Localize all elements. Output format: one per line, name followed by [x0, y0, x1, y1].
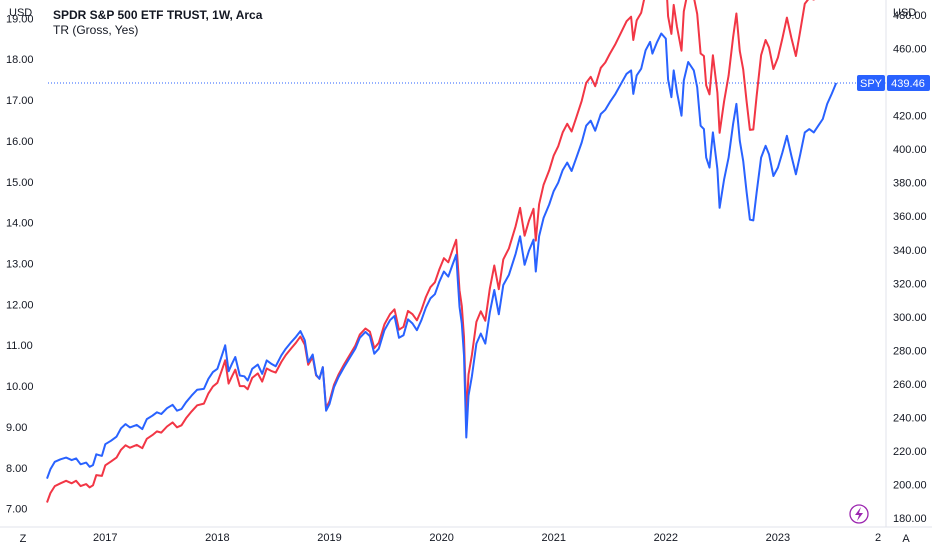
left-tick-label: 12.00 — [6, 299, 34, 311]
right-tick-label: 380.00 — [893, 178, 927, 190]
zoom-button[interactable]: Z — [14, 529, 32, 547]
right-tick-label: 200.00 — [893, 479, 927, 491]
left-axis-unit: USD — [9, 7, 32, 19]
last-price-label: 439.46 — [891, 78, 925, 90]
auto-scale-button[interactable]: A — [896, 529, 916, 547]
right-tick-label: 460.00 — [893, 44, 927, 56]
lightning-icon[interactable] — [849, 504, 869, 524]
time-tick-label-cut: 2 — [875, 532, 881, 544]
right-axis: 180.00 200.00 220.00 240.00 260.00 280.00 300.… — [893, 10, 927, 525]
spy-total-return-line[interactable] — [46, 0, 836, 503]
left-tick-label: 9.00 — [6, 422, 27, 434]
left-tick-label: 11.00 — [6, 340, 33, 352]
left-tick-label: 8.00 — [6, 463, 27, 475]
last-price-tag — [887, 75, 930, 92]
plot-area[interactable] — [46, 0, 886, 503]
right-tick-label: 220.00 — [893, 446, 927, 458]
right-tick-label: 280.00 — [893, 345, 927, 357]
chart-subtitle: TR (Gross, Yes) — [53, 23, 138, 37]
zoom-button-label: Z — [20, 533, 27, 545]
spy-price-line[interactable] — [46, 32, 838, 479]
symbol-tag-label: SPY — [860, 78, 883, 90]
left-tick-label: 15.00 — [6, 177, 34, 189]
symbol-tag — [857, 75, 885, 92]
time-tick-label: 2017 — [93, 532, 117, 544]
left-tick-label: 7.00 — [6, 504, 27, 516]
right-tick-label: 300.00 — [893, 312, 927, 324]
left-tick-label: 16.00 — [6, 136, 34, 148]
time-tick-label: 2021 — [541, 532, 565, 544]
chart-title: SPDR S&P 500 ETF TRUST, 1W, Arca — [53, 8, 263, 22]
auto-scale-button-label: A — [902, 533, 910, 545]
right-tick-label: 420.00 — [893, 111, 927, 123]
price-tag: SPY 439.46 — [857, 75, 930, 92]
time-tick-label: 2022 — [654, 532, 678, 544]
left-tick-label: 14.00 — [6, 218, 34, 230]
left-tick-label: 17.00 — [6, 95, 34, 107]
left-tick-label: 19.00 — [6, 13, 34, 25]
left-tick-label: 10.00 — [6, 381, 34, 393]
time-tick-label: 2019 — [317, 532, 341, 544]
right-tick-label: 340.00 — [893, 245, 927, 257]
right-tick-label: 260.00 — [893, 379, 927, 391]
time-tick-label: 2018 — [205, 532, 229, 544]
right-tick-label: 180.00 — [893, 513, 927, 525]
right-axis-unit: USD — [893, 7, 916, 19]
right-tick-label: 320.00 — [893, 278, 927, 290]
right-tick-label: 240.00 — [893, 412, 927, 424]
left-tick-label: 18.00 — [6, 54, 34, 66]
right-tick-label: 480.00 — [893, 10, 927, 22]
left-axis: 7.00 8.00 9.00 10.00 11.00 12.00 13.00 14.00 15.… — [6, 13, 34, 515]
time-tick-label: 2023 — [766, 532, 790, 544]
left-tick-label: 13.00 — [6, 259, 34, 271]
time-tick-label: 2020 — [429, 532, 453, 544]
time-axis[interactable]: 2017 2018 2019 2020 2021 2022 2023 2 — [93, 532, 881, 544]
right-tick-label: 400.00 — [893, 144, 927, 156]
right-tick-label: 360.00 — [893, 211, 927, 223]
